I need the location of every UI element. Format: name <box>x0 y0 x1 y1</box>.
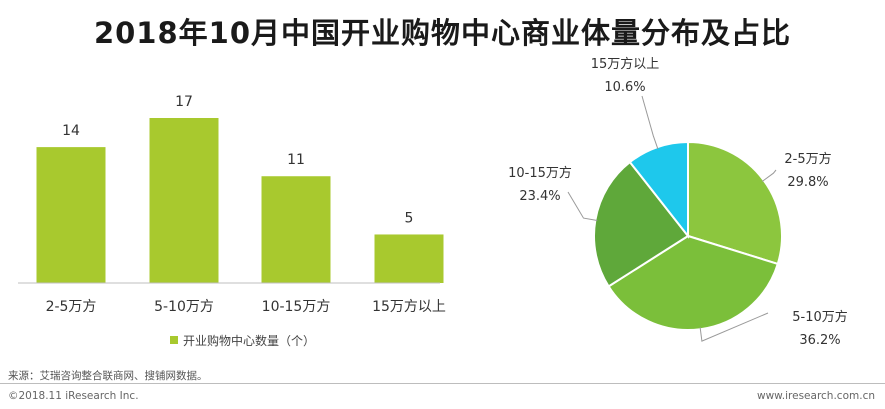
bar-chart: 14 2-5万方 17 5-10万方 11 10-15万方 5 15万方以上 开业购物中心数量… <box>18 94 446 348</box>
pie-leader-line <box>567 191 598 221</box>
bar-3 <box>261 176 331 283</box>
bar-value-label: 17 <box>175 94 193 110</box>
bar-2 <box>149 118 219 283</box>
pie-slice-4 <box>628 140 689 239</box>
bar-value-label: 5 <box>405 210 414 226</box>
pie-percent-label: 23.4% <box>519 189 560 204</box>
pie-percent-label: 29.8% <box>787 175 828 190</box>
bar-value-label: 14 <box>62 123 80 139</box>
legend: 开业购物中心数量（个） <box>170 333 315 348</box>
x-tick-label: 10-15万方 <box>262 299 331 315</box>
pie-leader-line <box>641 95 659 150</box>
bar-4 <box>374 234 444 283</box>
pie-category-label: 5-10万方 <box>792 309 848 325</box>
bar-1 <box>36 147 106 283</box>
footer-divider <box>0 383 885 384</box>
legend-label: 开业购物中心数量（个） <box>183 333 315 348</box>
pie-category-label: 15万方以上 <box>591 56 660 72</box>
pie-leader-line <box>761 169 777 182</box>
pie-slice-2 <box>607 234 780 332</box>
x-tick-label: 5-10万方 <box>154 299 214 315</box>
pie-category-label: 10-15万方 <box>508 165 572 181</box>
pie-slice-3 <box>592 160 690 288</box>
pie-leader-line <box>699 312 769 342</box>
legend-swatch <box>170 336 178 344</box>
pie-slice-1 <box>687 140 783 266</box>
pie-category-label: 2-5万方 <box>784 151 831 167</box>
bar-value-label: 11 <box>287 152 305 168</box>
website-text: www.iresearch.com.cn <box>756 390 875 402</box>
x-tick-label: 15万方以上 <box>372 299 446 315</box>
copyright-text: ©2018.11 iResearch Inc. <box>8 390 139 402</box>
pie-percent-label: 10.6% <box>604 80 645 95</box>
x-tick-label: 2-5万方 <box>46 299 97 315</box>
pie-percent-label: 36.2% <box>799 333 840 348</box>
chart-title: 2018年10月中国开业购物中心商业体量分布及占比 <box>93 16 792 50</box>
source-note: 来源：艾瑞咨询整合联商网、搜铺网数据。 <box>8 370 208 382</box>
